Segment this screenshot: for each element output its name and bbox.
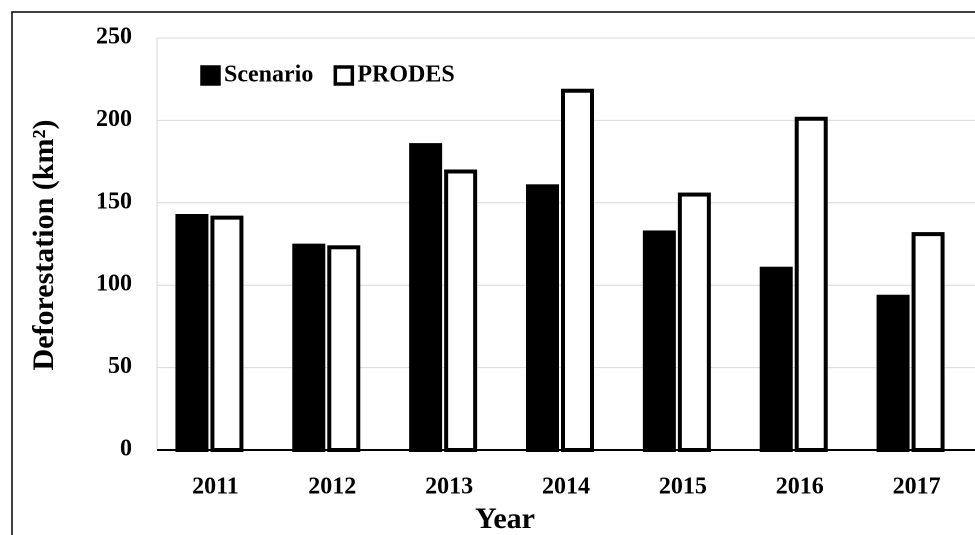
bar bbox=[794, 116, 828, 452]
y-tick-label: 100 bbox=[96, 271, 132, 297]
x-tick-label: 2015 bbox=[659, 474, 707, 500]
y-tick-label: 200 bbox=[96, 106, 132, 132]
x-tick-label: 2016 bbox=[776, 474, 824, 500]
bar bbox=[526, 184, 559, 452]
bar bbox=[911, 232, 945, 452]
bar bbox=[561, 88, 594, 453]
frame bbox=[11, 11, 975, 535]
x-tick-label: 2012 bbox=[308, 474, 356, 500]
y-tick-label: 0 bbox=[120, 436, 132, 462]
legend-label: Scenario bbox=[224, 62, 313, 88]
bar bbox=[409, 143, 443, 452]
x-tick-label: 2011 bbox=[192, 474, 239, 500]
y-axis-title: Deforestation (km²) bbox=[27, 120, 60, 371]
bar bbox=[677, 192, 711, 452]
bar bbox=[759, 266, 793, 452]
bar bbox=[876, 294, 910, 452]
legend-label: PRODES bbox=[357, 62, 454, 88]
bar bbox=[210, 215, 244, 452]
legend-swatch bbox=[200, 65, 221, 86]
bar bbox=[642, 230, 676, 452]
x-tick-label: 2013 bbox=[425, 474, 473, 500]
y-tick-label: 250 bbox=[96, 24, 132, 50]
bar bbox=[292, 243, 326, 452]
bar bbox=[175, 213, 209, 452]
x-tick-label: 2014 bbox=[542, 474, 590, 500]
y-tick-label: 150 bbox=[96, 188, 132, 214]
x-tick-label: 2017 bbox=[893, 474, 941, 500]
bar bbox=[327, 245, 361, 452]
x-axis-title: Year bbox=[475, 502, 535, 535]
legend-swatch bbox=[333, 65, 355, 86]
bar bbox=[444, 169, 478, 452]
y-tick-label: 50 bbox=[108, 353, 132, 379]
